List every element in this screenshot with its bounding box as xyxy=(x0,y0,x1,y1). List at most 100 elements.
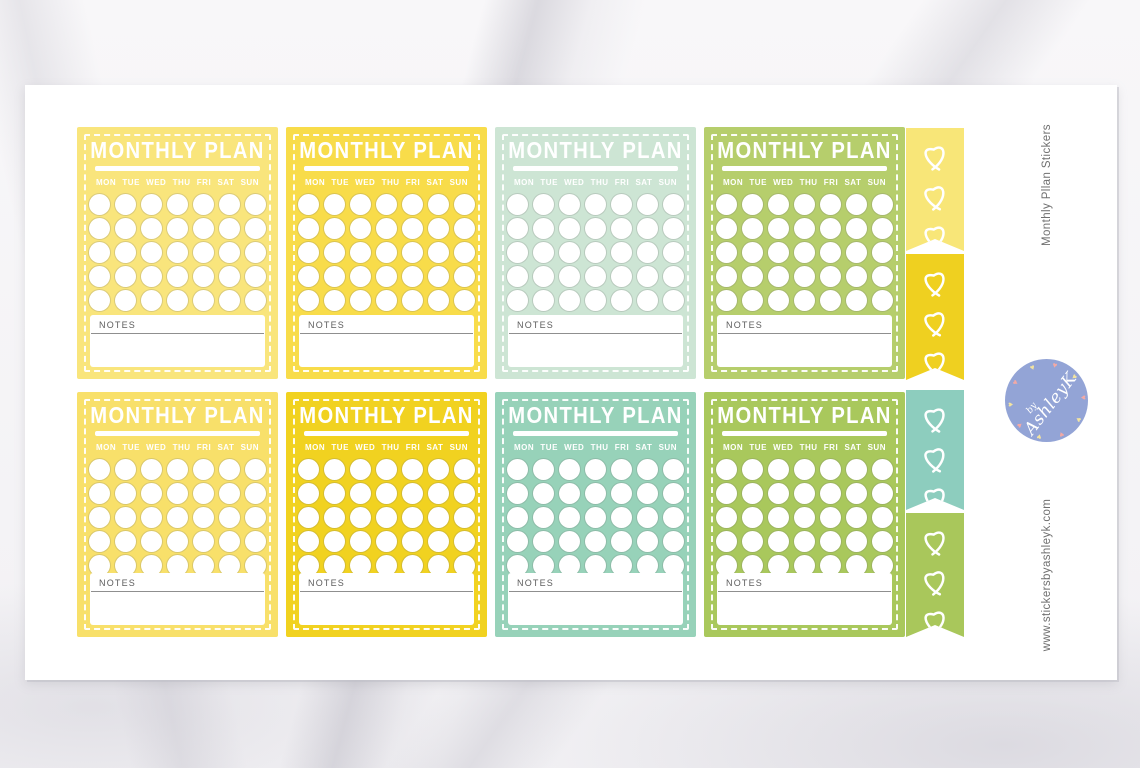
day-circle xyxy=(428,194,449,215)
title-divider xyxy=(513,166,678,171)
day-circle xyxy=(245,507,266,528)
day-circle xyxy=(533,242,554,263)
day-circle xyxy=(115,555,136,576)
day-circle xyxy=(585,507,606,528)
day-circle xyxy=(637,290,658,311)
day-circle xyxy=(89,531,110,552)
day-circle xyxy=(846,242,867,263)
day-circle xyxy=(559,459,580,480)
day-circle xyxy=(533,555,554,576)
day-circle xyxy=(376,242,397,263)
day-circle xyxy=(585,266,606,287)
day-circle xyxy=(742,266,763,287)
day-circle xyxy=(428,507,449,528)
day-circle xyxy=(768,218,789,239)
day-circle xyxy=(219,555,240,576)
card-title: MONTHLY PLAN xyxy=(717,402,892,428)
day-circle xyxy=(402,242,423,263)
card-title: MONTHLY PLAN xyxy=(717,137,892,163)
day-circle xyxy=(350,266,371,287)
day-circle xyxy=(507,242,528,263)
day-circle xyxy=(298,483,319,504)
sticker-sheet: MONTHLY PLAN MON TUE WED THU FRI SAT SUN… xyxy=(25,85,1117,680)
day-circle xyxy=(768,483,789,504)
day-label: SAT xyxy=(844,443,862,452)
day-circle xyxy=(167,483,188,504)
day-circle xyxy=(141,218,162,239)
day-circle xyxy=(663,459,684,480)
heart-icon xyxy=(919,524,952,558)
day-circle xyxy=(611,555,632,576)
day-circle xyxy=(454,531,475,552)
notes-label: NOTES xyxy=(91,315,264,334)
day-circle xyxy=(245,266,266,287)
day-label: FRI xyxy=(196,443,212,452)
day-circle xyxy=(794,459,815,480)
day-circle xyxy=(820,555,841,576)
monthly-plan-card-mint: MONTHLY PLAN MON TUE WED THU FRI SAT SUN… xyxy=(495,127,696,379)
day-circle xyxy=(716,290,737,311)
title-divider xyxy=(95,431,260,436)
day-label: WED xyxy=(773,178,794,187)
day-label: THU xyxy=(590,178,609,187)
day-circle xyxy=(245,555,266,576)
day-circle xyxy=(454,483,475,504)
day-label: SAT xyxy=(217,178,235,187)
day-circle xyxy=(350,483,371,504)
day-circle xyxy=(245,483,266,504)
day-circle xyxy=(533,531,554,552)
notes-label: NOTES xyxy=(300,315,473,334)
day-circle xyxy=(846,531,867,552)
day-circle xyxy=(193,290,214,311)
day-circle xyxy=(611,194,632,215)
day-circle-grid xyxy=(298,459,475,576)
day-circle xyxy=(663,194,684,215)
day-circle xyxy=(716,218,737,239)
day-circle xyxy=(89,242,110,263)
day-label: SAT xyxy=(635,178,653,187)
day-circle xyxy=(89,555,110,576)
day-circle xyxy=(141,266,162,287)
day-circle xyxy=(768,266,789,287)
notes-label: NOTES xyxy=(718,573,891,592)
day-circle xyxy=(872,507,893,528)
day-circle xyxy=(167,218,188,239)
day-circle xyxy=(376,555,397,576)
day-circle xyxy=(376,531,397,552)
day-circle xyxy=(115,531,136,552)
day-label: MON xyxy=(96,178,117,187)
heart-flag-teal xyxy=(906,390,964,510)
day-circle xyxy=(219,266,240,287)
day-circle xyxy=(794,290,815,311)
day-circle xyxy=(350,194,371,215)
day-circle xyxy=(115,194,136,215)
notes-box: NOTES xyxy=(90,315,265,367)
day-circle xyxy=(402,531,423,552)
day-circle xyxy=(219,483,240,504)
heart-flag-light-yellow xyxy=(906,128,964,251)
day-circle xyxy=(820,531,841,552)
day-circle xyxy=(820,483,841,504)
day-circle xyxy=(324,218,345,239)
day-circle xyxy=(167,242,188,263)
day-circle xyxy=(663,555,684,576)
day-label: FRI xyxy=(614,443,630,452)
day-circle xyxy=(167,459,188,480)
notes-box: NOTES xyxy=(508,573,683,625)
day-circle xyxy=(585,483,606,504)
title-divider xyxy=(722,431,887,436)
day-circle xyxy=(716,459,737,480)
day-circle xyxy=(298,290,319,311)
notes-label: NOTES xyxy=(509,315,682,334)
day-circle xyxy=(350,290,371,311)
day-circle xyxy=(768,555,789,576)
day-circle xyxy=(324,507,345,528)
day-circle xyxy=(846,290,867,311)
day-circle xyxy=(141,555,162,576)
day-circle xyxy=(141,507,162,528)
day-circle xyxy=(559,507,580,528)
day-label: THU xyxy=(172,443,191,452)
card-title: MONTHLY PLAN xyxy=(90,402,265,428)
day-circle xyxy=(533,194,554,215)
day-header-row: MON TUE WED THU FRI SAT SUN xyxy=(723,443,886,452)
